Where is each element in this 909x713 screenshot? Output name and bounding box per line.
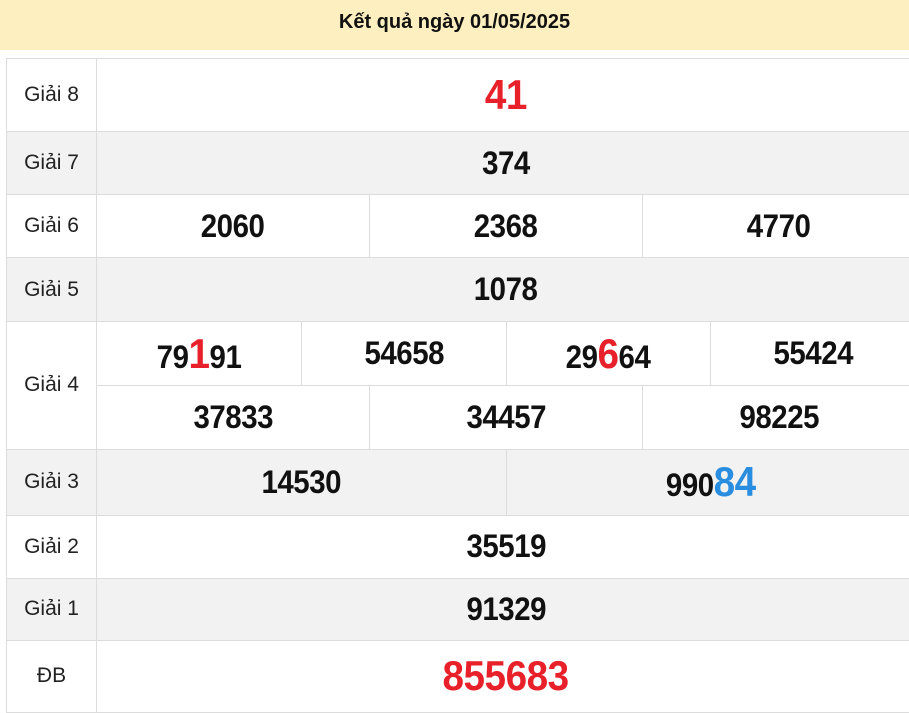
prize-number: 14530 xyxy=(261,464,341,501)
prize-label: Giải 2 xyxy=(7,515,97,578)
prize-row-g6: Giải 6 2060 2368 4770 xyxy=(7,195,909,258)
prize-row-g7: Giải 7 374 xyxy=(7,132,909,195)
results-header: Kết quả ngày 01/05/2025 xyxy=(0,0,909,50)
prize-number: 99084 xyxy=(666,458,756,506)
prize-label: Giải 7 xyxy=(7,132,97,195)
prize-number: 29664 xyxy=(566,330,651,378)
prize-row-g5: Giải 5 1078 xyxy=(7,258,909,322)
prize-label: Giải 1 xyxy=(7,578,97,640)
prize-row-special: ĐB 855683 xyxy=(7,640,909,712)
prize-number: 4770 xyxy=(747,208,811,245)
prize-label: Giải 6 xyxy=(7,195,97,258)
results-table: Giải 8 41 Giải 7 374 Giải 6 2060 2368 47… xyxy=(6,58,909,713)
prize-number: 91329 xyxy=(466,591,546,628)
prize-row-g8: Giải 8 41 xyxy=(7,59,909,132)
prize-label: Giải 5 xyxy=(7,258,97,322)
prize-label: Giải 3 xyxy=(7,449,97,515)
prize-row-g1: Giải 1 91329 xyxy=(7,578,909,640)
prize-row-g3: Giải 3 14530 99084 xyxy=(7,449,909,515)
prize-number: 2060 xyxy=(201,208,265,245)
special-prize-number: 855683 xyxy=(443,652,569,700)
prize-label: ĐB xyxy=(7,640,97,712)
prize-number: 54658 xyxy=(364,335,444,372)
prize-number: 79191 xyxy=(157,330,242,378)
prize-number: 98225 xyxy=(739,399,819,436)
prize-label: Giải 8 xyxy=(7,59,97,132)
prize-number: 37833 xyxy=(193,399,273,436)
prize-row-g2: Giải 2 35519 xyxy=(7,515,909,578)
prize-number: 1078 xyxy=(474,271,538,308)
prize-number: 41 xyxy=(485,71,527,119)
prize-row-g4: Giải 4 79191 54658 29664 55424 37833 344… xyxy=(7,322,909,450)
prize-number: 2368 xyxy=(474,208,538,245)
prize-number: 35519 xyxy=(466,528,546,565)
prize-number: 374 xyxy=(482,145,530,182)
header-title: Kết quả ngày 01/05/2025 xyxy=(339,11,570,33)
prize-label: Giải 4 xyxy=(7,322,97,450)
prize-number: 34457 xyxy=(466,399,546,436)
prize-number: 55424 xyxy=(773,335,853,372)
